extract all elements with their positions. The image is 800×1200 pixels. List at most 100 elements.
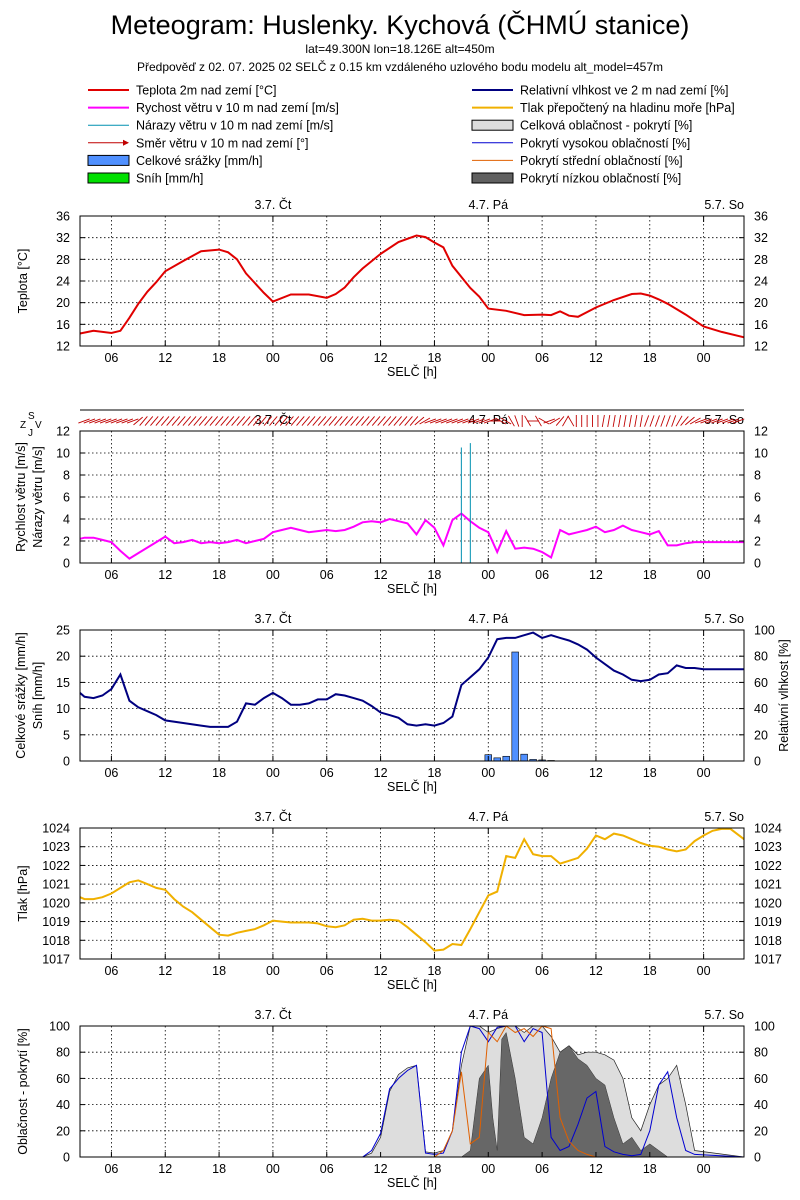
precip-bar (520, 753, 528, 762)
y-tick-label-right: 8 (754, 469, 761, 483)
x-axis-label: SELČ [h] (387, 977, 437, 992)
x-tick-label: 06 (535, 1162, 549, 1176)
y-tick-label: 20 (56, 650, 70, 664)
x-tick-label: 18 (212, 568, 226, 582)
wind-arrow (419, 417, 431, 425)
y-tick-label-right: 1023 (754, 840, 782, 854)
page-title: Meteogram: Huslenky. Kychová (ČHMÚ stani… (110, 10, 690, 40)
wind-arrow (116, 418, 128, 424)
wind-arrow (182, 416, 191, 426)
x-tick-label: 12 (589, 1162, 603, 1176)
wind-arrow (285, 416, 294, 426)
day-label: 3.7. Čt (255, 809, 292, 824)
y-tick-label: 20 (56, 296, 70, 310)
wind-arrow (555, 416, 565, 426)
precip-bar (511, 651, 519, 762)
y-tick-label-right: 40 (754, 1098, 768, 1112)
y-tick-label-right: 1021 (754, 878, 782, 892)
x-axis-label: SELČ [h] (387, 1175, 437, 1190)
legend-item: Teplota 2m nad zemí [°C] (88, 84, 276, 98)
x-tick-label: 00 (697, 1162, 711, 1176)
low-cloud-area (80, 1031, 744, 1158)
x-tick-label: 00 (481, 568, 495, 582)
wind-arrow (171, 416, 181, 426)
x-axis-label: SELČ [h] (387, 581, 437, 596)
wind-arrow (242, 416, 251, 426)
y-tick-label: 0 (63, 1151, 70, 1165)
y-axis-label: Oblačnost - pokrytí [%] (16, 1028, 30, 1154)
y-tick-label-right: 1018 (754, 934, 782, 948)
y-axis-label-right: Relativní vlhkost [%] (777, 639, 791, 752)
y-tick-label: 1017 (42, 953, 70, 967)
plot-frame (79, 827, 745, 960)
y-tick-label: 12 (56, 340, 70, 354)
wind-arrow (618, 415, 622, 427)
wind-arrow (89, 418, 101, 424)
wind-arrow (393, 416, 402, 426)
legend-item: Celková oblačnost - pokrytí [%] (471, 119, 692, 133)
wind-arrow (274, 416, 283, 426)
x-tick-label: 00 (266, 568, 280, 582)
day-label: 5.7. So (704, 810, 744, 824)
y-tick-label: 0 (63, 755, 70, 769)
day-label: 4.7. Pá (468, 612, 508, 626)
x-tick-label: 12 (158, 964, 172, 978)
y-tick-label: 100 (49, 1020, 70, 1034)
legend-label: Pokrytí střední oblačností [%] (520, 154, 683, 168)
y-tick-label-right: 36 (754, 210, 768, 224)
wind-arrow (344, 416, 354, 426)
y-tick-label-right: 12 (754, 340, 768, 354)
y-tick-label: 1018 (42, 934, 70, 948)
wind-arrow (634, 415, 638, 427)
wind-dir-letter-j: J (28, 428, 33, 439)
y-tick-label: 60 (56, 1072, 70, 1086)
wind-arrow (628, 415, 632, 427)
y-tick-label-right: 20 (754, 1124, 768, 1138)
y-tick-label-right: 1022 (754, 859, 782, 873)
day-label: 5.7. So (704, 1008, 744, 1022)
wind-arrow (562, 415, 569, 427)
total-cloud-area (80, 1025, 745, 1158)
x-tick-label: 12 (589, 568, 603, 582)
y-tick-label-right: 80 (754, 650, 768, 664)
x-tick-label: 06 (104, 964, 118, 978)
wind-arrow (549, 417, 561, 425)
legend-label: Tlak přepočtený na hladinu moře [hPa] (520, 101, 735, 115)
legend-swatch (471, 119, 514, 131)
wind-arrow (409, 416, 419, 426)
panel-4: 3.7. Čt 4.7. Pá 5.7. So 06 12 18 00 06 12 18 00 06 1… (16, 809, 782, 992)
panel-1: 3.7. Čt 4.7. Pá 5.7. So 06 12 18 00 06 12 18 00 06 1… (16, 197, 768, 379)
x-tick-label: 12 (158, 766, 172, 780)
legend-label: Teplota 2m nad zemí [°C] (136, 84, 276, 98)
y-tick-label: 10 (56, 447, 70, 461)
wind-dir-letter-z: Z (20, 420, 26, 431)
wind-arrow (671, 415, 677, 427)
wind-arrow (198, 416, 208, 426)
y-tick-label: 1024 (42, 822, 70, 836)
wind-dir-letter-s: S (28, 411, 35, 422)
x-tick-label: 18 (427, 568, 441, 582)
wind-arrow (623, 415, 627, 427)
y-tick-label-right: 20 (754, 728, 768, 742)
y-tick-label-right: 60 (754, 676, 768, 690)
x-tick-label: 00 (481, 1162, 495, 1176)
wind-arrow (414, 416, 425, 426)
x-tick-label: 12 (374, 766, 388, 780)
legend-item: Tlak přepočtený na hladinu moře [hPa] (472, 101, 735, 115)
series-line (79, 512, 744, 560)
x-tick-label: 00 (481, 964, 495, 978)
wind-arrow (307, 416, 316, 426)
wind-arrow (680, 416, 689, 426)
wind-arrow (150, 416, 159, 426)
wind-arrow (705, 418, 718, 424)
x-tick-label: 06 (320, 351, 334, 365)
y-tick-label: 32 (56, 231, 70, 245)
wind-arrow (514, 415, 520, 427)
wind-arrow (689, 417, 701, 425)
legend-item: Nárazy větru v 10 m nad zemí [m/s] (88, 119, 333, 133)
x-tick-label: 06 (535, 964, 549, 978)
wind-arrow (133, 416, 143, 426)
day-label: 4.7. Pá (468, 1008, 508, 1022)
y-axis-label: Celkové srážky [mm/h] (14, 632, 28, 758)
